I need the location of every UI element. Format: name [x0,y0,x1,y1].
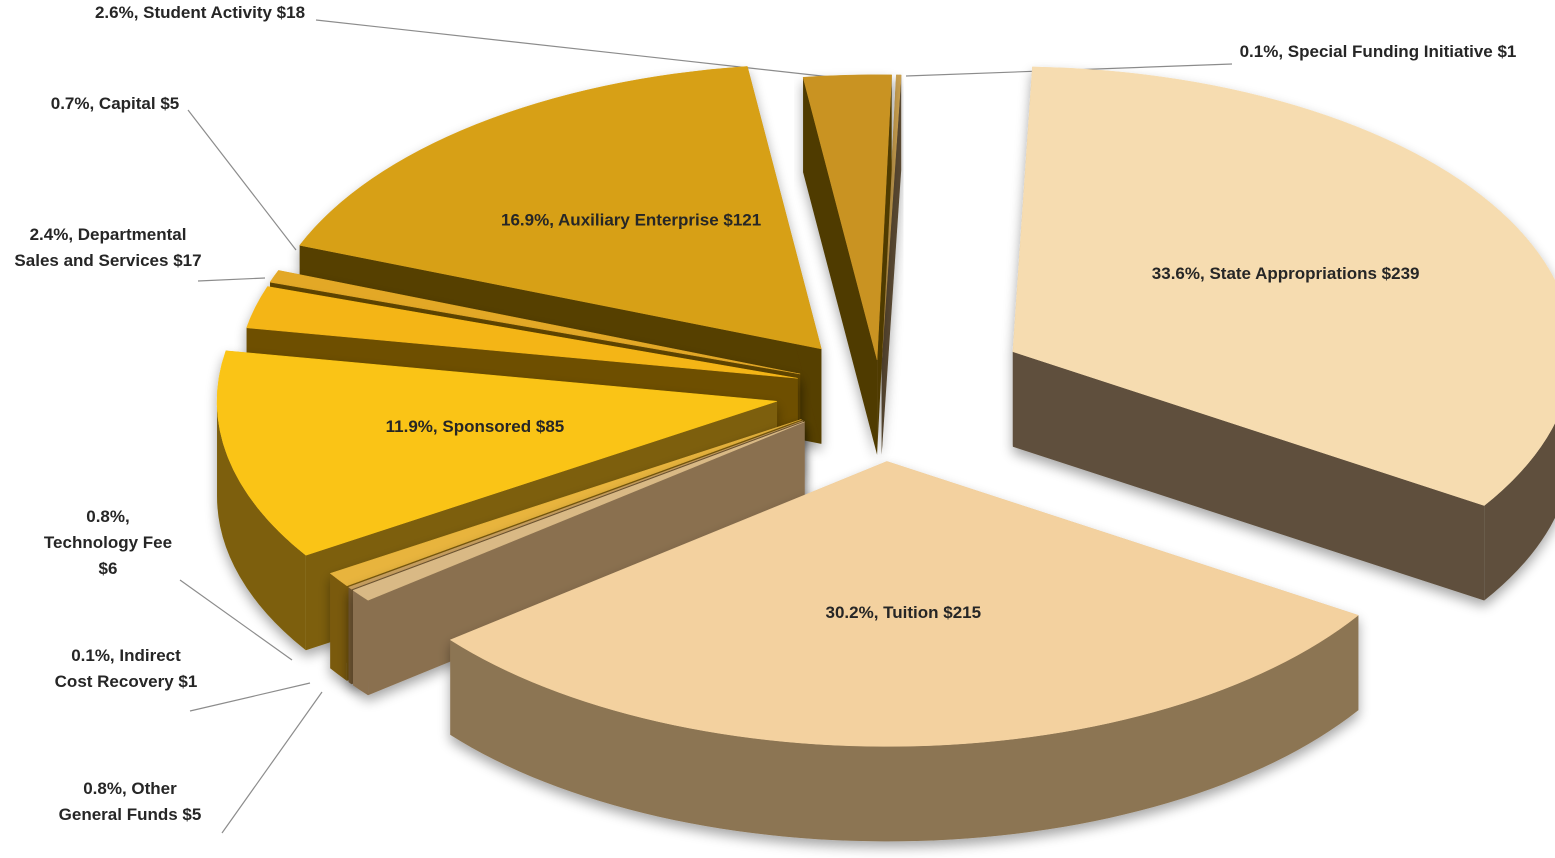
slice-side-wall [803,77,878,455]
slice-side-wall [353,421,805,686]
pie-slices [216,66,1555,842]
label-line: 0.7%, Capital $5 [51,94,180,113]
slice-top-face [246,286,798,379]
leader-line [221,691,323,834]
leader-line [189,682,311,712]
slice-outer-wall [348,587,352,685]
label-line: 0.1%, Special Funding Initiative $1 [1240,42,1517,61]
label-tuition: 30.2%, Tuition $215 [826,603,982,622]
label-auxiliary-enterprise: 16.9%, Auxiliary Enterprise $121 [501,211,761,230]
label-line: 0.8%, [86,507,129,526]
label-indirect-cost-recovery: 0.1%, Indirect Cost Recovery $1 [55,646,198,691]
label-student-activity: 2.6%, Student Activity $18 [95,3,305,22]
leader-line [315,19,859,81]
pie-slice-student-activity [802,74,892,455]
slice-outer-wall [1484,422,1555,601]
label-capital: 0.7%, Capital $5 [51,94,180,113]
slice-outer-wall [353,590,369,696]
label-line: Sales and Services $17 [14,251,201,270]
slice-top-face [299,66,822,350]
slice-side-wall [881,74,902,455]
pie-slice-state-appropriations [1012,66,1555,601]
label-line: 0.1%, Indirect [71,646,181,665]
label-technology-fee: 0.8%, Technology Fee $6 [44,507,172,578]
slice-side-wall [1012,351,1485,601]
slice-top-face [1012,66,1555,506]
pie-slice-special-funding-initiative [881,74,902,455]
leader-line [187,109,297,251]
label-sponsored: 11.9%, Sponsored $85 [386,417,565,436]
slice-top-face [352,421,805,601]
slice-outer-wall [330,573,347,681]
slice-top-face [449,461,1359,747]
slice-outer-wall [450,615,1359,842]
label-line: 2.4%, Departmental [30,225,187,244]
label-line: $6 [99,559,118,578]
slice-side-wall [877,74,892,455]
label-line: 2.6%, Student Activity $18 [95,3,305,22]
slice-top-face [269,270,801,375]
slice-top-face [216,350,778,556]
label-special-funding-initiative: 0.1%, Special Funding Initiative $1 [1240,42,1517,61]
label-departmental-sales-and-services: 2.4%, Departmental Sales and Services $17 [14,225,201,270]
slice-labels: 33.6%, State Appropriations $239 30.2%, T… [14,3,1516,824]
label-line: General Funds $5 [59,805,202,824]
label-other-general-funds: 0.8%, Other General Funds $5 [59,779,202,824]
leader-line [179,579,293,661]
slice-top-face [348,420,804,590]
leader-line [197,277,266,282]
slice-outer-wall [217,401,306,651]
label-line: 0.8%, Other [83,779,177,798]
label-line: Technology Fee [44,533,172,552]
slice-top-face [802,74,892,360]
slice-top-face [881,74,902,360]
slice-top-face [329,419,802,587]
label-line: Cost Recovery $1 [55,672,198,691]
pie-slice-tuition [449,461,1359,842]
pie-slice-other-general-funds [352,421,805,696]
label-state-appropriations: 33.6%, State Appropriations $239 [1152,264,1420,283]
